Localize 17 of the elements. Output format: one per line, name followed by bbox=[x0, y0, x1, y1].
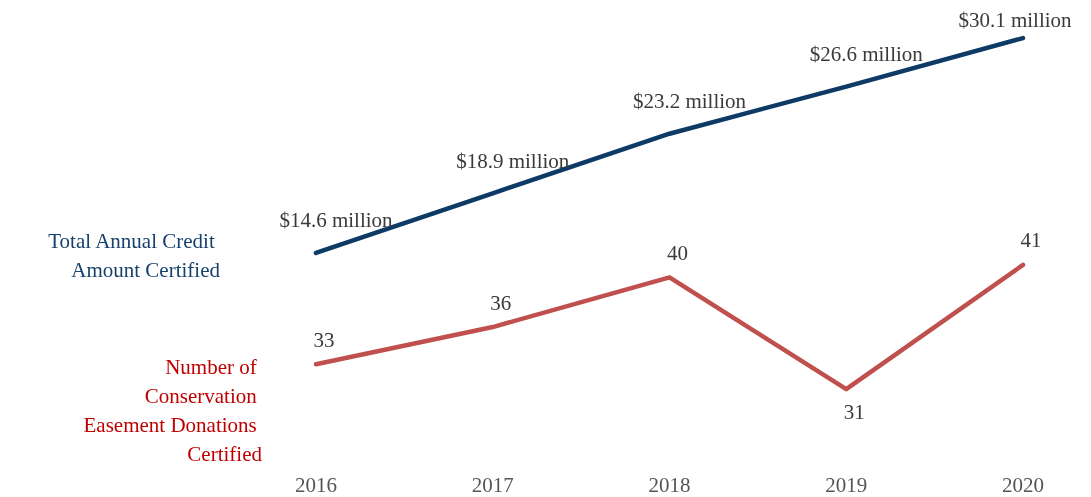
data-label: 41 bbox=[1020, 228, 1042, 253]
data-label: $14.6 million bbox=[279, 208, 394, 233]
x-tick-label: 2017 bbox=[471, 472, 514, 497]
data-label: $23.2 million bbox=[632, 89, 747, 114]
data-label: $30.1 million bbox=[958, 7, 1073, 32]
data-label: $26.6 million bbox=[809, 42, 924, 67]
x-tick-label: 2018 bbox=[648, 472, 691, 497]
data-label: 31 bbox=[843, 399, 865, 424]
text: Number of Conservation Easement Donations Certified bbox=[83, 354, 263, 466]
x-tick-label: 2020 bbox=[1002, 472, 1044, 497]
x-tick-label: 2016 bbox=[295, 472, 337, 497]
data-label: 33 bbox=[313, 327, 335, 352]
data-label: $18.9 million bbox=[456, 148, 570, 173]
data-label: 36 bbox=[490, 290, 512, 315]
text: Total Annual Credit Amount Certified bbox=[48, 229, 221, 283]
x-tick-label: 2019 bbox=[825, 472, 868, 497]
data-label: 40 bbox=[667, 240, 688, 265]
